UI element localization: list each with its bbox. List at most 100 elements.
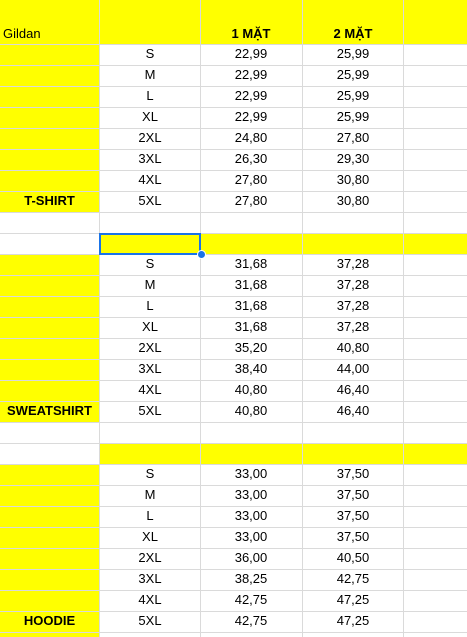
price-two-side-cell[interactable]: 25,99 (336, 46, 370, 61)
column-divider (99, 0, 100, 637)
size-cell[interactable]: XL (142, 319, 158, 334)
price-one-side-cell[interactable]: 38,40 (234, 361, 268, 376)
price-two-side-cell[interactable]: 37,28 (336, 277, 370, 292)
size-cell[interactable]: 2XL (138, 340, 162, 355)
size-cell[interactable]: M (144, 67, 156, 82)
price-one-side-cell[interactable]: 33,00 (234, 487, 268, 502)
price-one-side-cell[interactable]: 35,20 (234, 340, 268, 355)
price-one-side-cell[interactable]: 22,99 (234, 88, 268, 103)
price-one-side-cell[interactable]: 22,99 (234, 46, 268, 61)
size-cell[interactable]: L (146, 508, 154, 523)
price-one-side-cell[interactable]: 40,80 (234, 403, 268, 418)
hoodie-label-fill (0, 464, 99, 637)
price-two-side-cell[interactable]: 27,80 (336, 130, 370, 145)
price-one-side-cell[interactable]: 33,00 (234, 466, 268, 481)
size-cell[interactable]: 3XL (138, 571, 162, 586)
sweatshirt-label[interactable]: SWEATSHIRT (7, 403, 92, 418)
row-divider (0, 296, 467, 297)
price-two-side-cell[interactable]: 25,99 (336, 67, 370, 82)
price-one-side-cell[interactable]: 31,68 (234, 319, 268, 334)
price-two-side-cell[interactable]: 44,00 (336, 361, 370, 376)
row-divider (0, 506, 467, 507)
price-one-side-cell[interactable]: 31,68 (234, 256, 268, 271)
row-divider (0, 401, 467, 402)
size-cell[interactable]: S (145, 466, 155, 481)
price-two-side-cell[interactable]: 46,40 (336, 382, 370, 397)
price-two-side-cell[interactable]: 42,75 (336, 571, 370, 586)
tshirt-label[interactable]: T-SHIRT (24, 193, 75, 208)
price-one-side-cell[interactable]: 42,75 (234, 613, 268, 628)
row-divider (0, 254, 467, 255)
price-one-side-cell[interactable]: 31,68 (234, 298, 268, 313)
price-two-side-cell[interactable]: 40,80 (336, 340, 370, 355)
size-cell[interactable]: L (146, 298, 154, 313)
header-one-side[interactable]: 1 MẶT (231, 26, 271, 41)
row-divider (0, 632, 467, 633)
price-two-side-cell[interactable]: 29,30 (336, 151, 370, 166)
price-one-side-cell[interactable]: 36,00 (234, 550, 268, 565)
size-cell[interactable]: 2XL (138, 130, 162, 145)
price-two-side-cell[interactable]: 37,50 (336, 466, 370, 481)
size-cell[interactable]: 3XL (138, 151, 162, 166)
price-two-side-cell[interactable]: 47,25 (336, 592, 370, 607)
price-one-side-cell[interactable]: 24,80 (234, 130, 268, 145)
row-divider (0, 149, 467, 150)
row-divider (0, 317, 467, 318)
price-two-side-cell[interactable]: 25,99 (336, 109, 370, 124)
price-one-side-cell[interactable]: 40,80 (234, 382, 268, 397)
row-divider (0, 548, 467, 549)
price-two-side-cell[interactable]: 40,50 (336, 550, 370, 565)
row-divider (0, 590, 467, 591)
size-cell[interactable]: XL (142, 529, 158, 544)
price-one-side-cell[interactable]: 33,00 (234, 508, 268, 523)
size-cell[interactable]: 4XL (138, 382, 162, 397)
size-cell[interactable]: S (145, 46, 155, 61)
column-divider (403, 0, 404, 637)
price-two-side-cell[interactable]: 30,80 (336, 172, 370, 187)
price-one-side-cell[interactable]: 31,68 (234, 277, 268, 292)
price-two-side-cell[interactable]: 25,99 (336, 88, 370, 103)
size-cell[interactable]: 5XL (138, 193, 162, 208)
price-one-side-cell[interactable]: 27,80 (234, 172, 268, 187)
price-two-side-cell[interactable]: 30,80 (336, 193, 370, 208)
price-two-side-cell[interactable]: 37,50 (336, 487, 370, 502)
price-two-side-cell[interactable]: 37,50 (336, 508, 370, 523)
row-divider (0, 527, 467, 528)
selected-cell[interactable] (99, 233, 201, 255)
price-one-side-cell[interactable]: 38,25 (234, 571, 268, 586)
price-two-side-cell[interactable]: 46,40 (336, 403, 370, 418)
size-cell[interactable]: M (144, 277, 156, 292)
size-cell[interactable]: 5XL (138, 613, 162, 628)
size-cell[interactable]: L (146, 88, 154, 103)
price-two-side-cell[interactable]: 37,28 (336, 319, 370, 334)
price-one-side-cell[interactable]: 42,75 (234, 592, 268, 607)
price-one-side-cell[interactable]: 22,99 (234, 109, 268, 124)
size-cell[interactable]: XL (142, 109, 158, 124)
row-divider (0, 485, 467, 486)
header-two-side[interactable]: 2 MẶT (333, 26, 373, 41)
size-cell[interactable]: 3XL (138, 361, 162, 376)
fill-handle[interactable] (197, 250, 206, 259)
size-cell[interactable]: 5XL (138, 403, 162, 418)
row-divider (0, 359, 467, 360)
price-one-side-cell[interactable]: 27,80 (234, 193, 268, 208)
column-divider (200, 0, 201, 637)
price-one-side-cell[interactable]: 33,00 (234, 529, 268, 544)
size-cell[interactable]: M (144, 487, 156, 502)
separator-row-fill-2 (99, 443, 467, 464)
price-two-side-cell[interactable]: 47,25 (336, 613, 370, 628)
price-one-side-cell[interactable]: 22,99 (234, 67, 268, 82)
size-cell[interactable]: 4XL (138, 592, 162, 607)
price-two-side-cell[interactable]: 37,28 (336, 298, 370, 313)
size-cell[interactable]: S (145, 256, 155, 271)
size-cell[interactable]: 2XL (138, 550, 162, 565)
brand-cell[interactable]: Gildan (3, 26, 41, 41)
row-divider (0, 170, 467, 171)
price-two-side-cell[interactable]: 37,50 (336, 529, 370, 544)
size-cell[interactable]: 4XL (138, 172, 162, 187)
price-one-side-cell[interactable]: 26,30 (234, 151, 268, 166)
hoodie-label[interactable]: HOODIE (23, 613, 76, 628)
row-divider (0, 443, 467, 444)
price-two-side-cell[interactable]: 37,28 (336, 256, 370, 271)
separator-row-fill-1 (99, 233, 467, 254)
